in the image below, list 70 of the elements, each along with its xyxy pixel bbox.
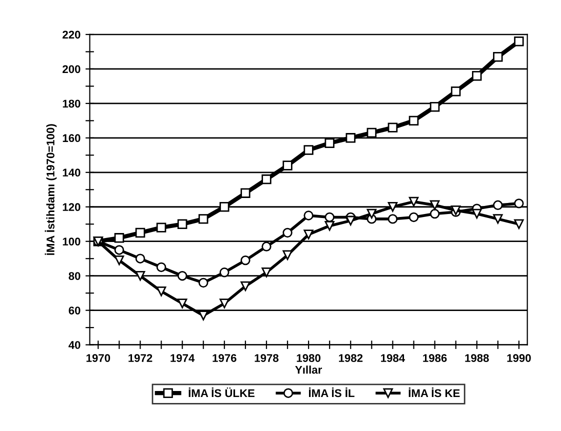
point [408,212,419,222]
x-tick-label: 1984 [381,354,405,362]
point [514,219,524,229]
point [177,270,188,281]
point [450,86,461,96]
point [430,102,440,112]
legend-label: İMA İS KE [408,387,460,398]
point [304,145,314,155]
x-tick-label: 1972 [128,354,152,362]
legend-label: İMA İS İL [309,387,354,398]
x-tick-label: 1970 [86,354,110,362]
point [156,262,166,272]
y-tick-label: 40 [68,341,80,349]
y-axis-title: İMA İstihdamı (1970=100) [44,124,57,255]
point [388,214,398,224]
legend-label: İMA İS ÜLKE [188,387,254,398]
x-tick-label: 1980 [296,354,320,362]
point [388,122,398,132]
point [282,160,292,170]
point [240,188,250,198]
point [324,212,334,222]
point [346,133,356,143]
point [220,268,230,278]
point [240,281,250,292]
point [366,128,377,138]
point [408,116,419,126]
point [198,214,208,224]
point [493,200,503,210]
x-tick-label: 1988 [465,354,489,362]
x-tick-label: 1990 [507,354,531,362]
point [198,278,208,288]
y-tick-label: 60 [68,306,80,314]
x-tick-label: 1976 [212,354,236,362]
point [240,255,250,266]
x-tick-label: 1982 [338,354,363,362]
x-axis-title: Yıllar [295,366,322,374]
point [177,219,188,229]
point [220,298,230,308]
y-tick-label: 120 [62,203,80,212]
y-tick-label: 200 [62,65,80,74]
y-tick-label: 80 [68,272,80,280]
point [366,208,377,219]
x-tick-label: 1978 [254,354,278,362]
x-tick-label: 1986 [423,354,447,362]
point [262,242,272,252]
point [262,174,272,184]
point [156,222,166,232]
y-tick-label: 220 [62,30,80,39]
point [114,245,124,255]
point [282,228,292,238]
point [282,250,292,260]
point [514,198,524,208]
y-tick-label: 160 [62,134,80,142]
y-tick-label: 180 [62,100,80,108]
y-tick-label: 100 [62,238,80,246]
point [493,52,503,62]
point [220,202,230,212]
point [346,216,356,226]
point [408,196,419,207]
point [430,208,440,219]
point [472,70,482,81]
x-tick-label: 1974 [170,354,195,362]
point [324,138,334,148]
point [135,228,146,238]
point [493,214,503,224]
point [114,233,124,243]
point [304,210,314,220]
point [514,36,524,46]
y-tick-label: 140 [62,168,80,177]
point [135,254,146,264]
